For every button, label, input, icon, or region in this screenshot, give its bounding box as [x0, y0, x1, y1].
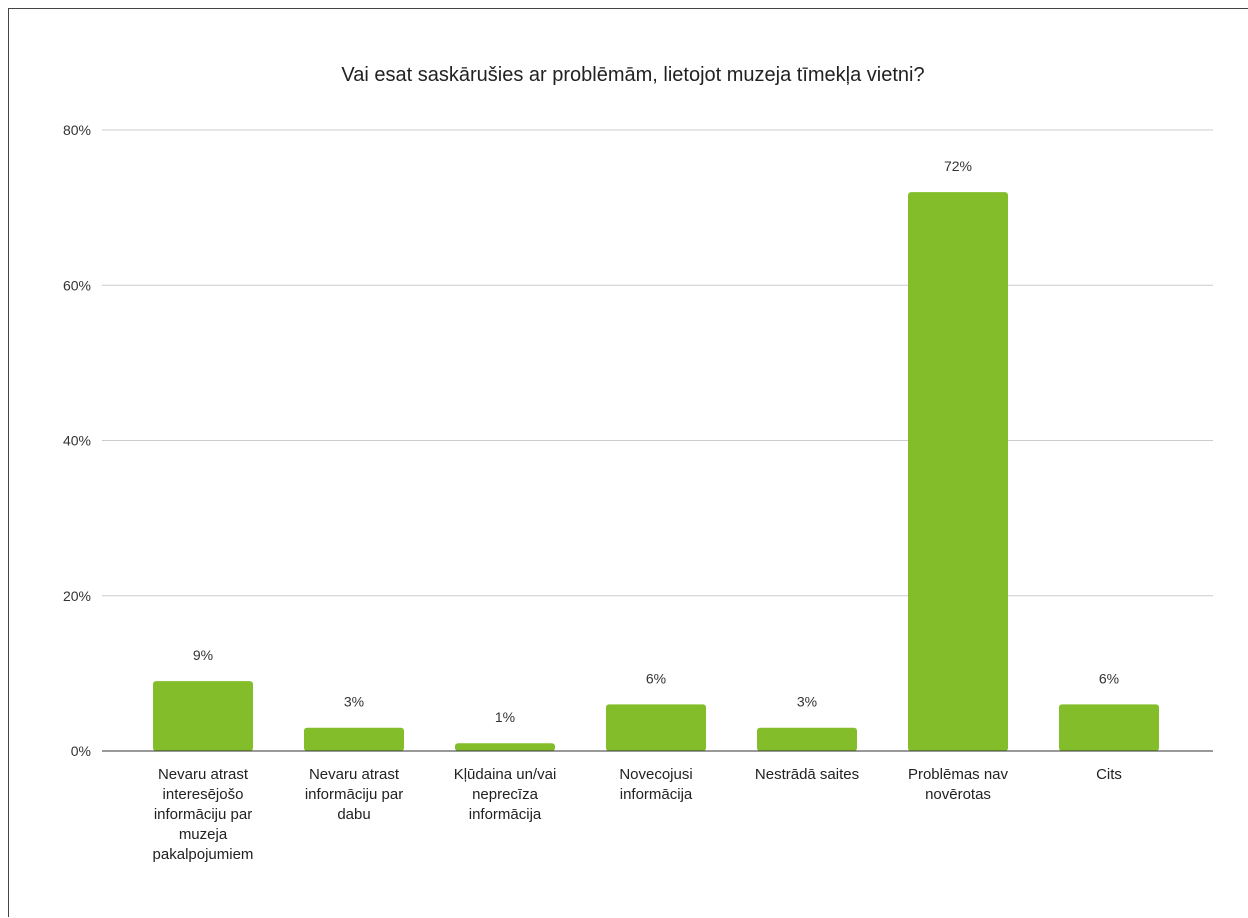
data-labels: 9% 3% 1% 6% 3% 72% 6%	[193, 158, 1119, 725]
x-tick-label: Nestrādā saites	[755, 766, 859, 783]
x-tick-label: informāciju par	[305, 786, 403, 803]
bar	[304, 727, 404, 751]
data-label: 3%	[797, 694, 817, 710]
x-tick-label: interesējošo	[163, 786, 244, 803]
x-tick-label: informāciju par	[154, 806, 252, 823]
x-tick-label: Novecojusi	[619, 766, 692, 783]
data-label: 9%	[193, 647, 213, 663]
x-tick-label: Problēmas nav	[908, 766, 1009, 783]
bar	[606, 704, 706, 751]
x-tick-label: neprecīza	[472, 786, 539, 803]
bar	[1059, 704, 1159, 751]
data-label: 1%	[495, 709, 515, 725]
y-tick-label: 60%	[63, 277, 91, 293]
y-tick-label: 20%	[63, 588, 91, 604]
category-labels: Nevaru atrast interesējošo informāciju par…	[153, 766, 1122, 863]
bars	[153, 192, 1159, 752]
x-tick-label: dabu	[337, 806, 370, 823]
y-tick-label: 40%	[63, 433, 91, 449]
bar-chart: Vai esat saskārušies ar problēmām, lieto…	[63, 64, 1213, 863]
x-tick-label: informācija	[469, 806, 542, 823]
chart-title: Vai esat saskārušies ar problēmām, lieto…	[341, 64, 924, 86]
x-tick-label: novērotas	[925, 786, 991, 803]
x-tick-label: muzeja	[179, 826, 228, 843]
data-label: 6%	[1099, 670, 1119, 686]
bar	[153, 681, 253, 751]
bar	[908, 192, 1008, 752]
data-label: 72%	[944, 158, 972, 174]
x-tick-label: Nevaru atrast	[309, 766, 400, 783]
x-tick-label: informācija	[620, 786, 693, 803]
x-tick-label: pakalpojumiem	[153, 846, 254, 863]
data-label: 3%	[344, 694, 364, 710]
bar	[455, 743, 555, 751]
y-tick-label: 80%	[63, 122, 91, 138]
bar	[757, 727, 857, 751]
chart-frame: Vai esat saskārušies ar problēmām, lieto…	[8, 8, 1248, 917]
x-tick-label: Kļūdaina un/vai	[454, 766, 557, 783]
x-tick-label: Nevaru atrast	[158, 766, 249, 783]
y-tick-label: 0%	[71, 743, 91, 759]
data-label: 6%	[646, 670, 666, 686]
x-tick-label: Cits	[1096, 766, 1122, 783]
gridlines: 0% 20% 40% 60% 80%	[63, 122, 1213, 759]
